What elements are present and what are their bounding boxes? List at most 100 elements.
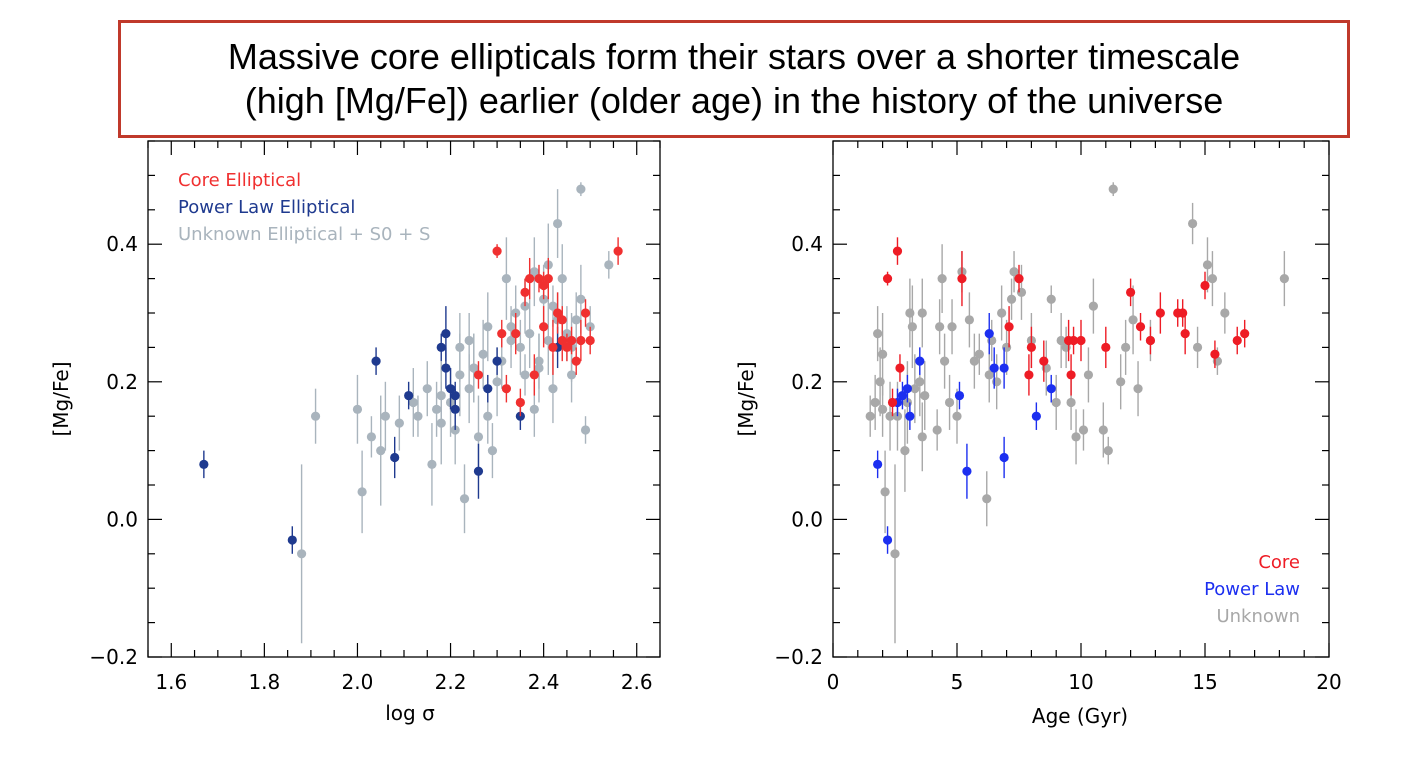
data-point xyxy=(585,335,595,346)
data-point xyxy=(408,397,418,408)
data-point xyxy=(878,404,888,414)
legend-entry: Power Law Elliptical xyxy=(178,197,355,218)
data-point xyxy=(1014,274,1024,284)
data-point xyxy=(529,267,539,277)
left-chart: 1.6 1.8 2.0 2.2 2.4 2.6 −0.2 0.0 0.2 0.4 log σ [Mg/… xyxy=(49,140,661,725)
x-tick-label: 2.2 xyxy=(435,670,467,694)
data-point xyxy=(947,322,957,332)
data-point xyxy=(962,466,972,476)
data-point xyxy=(543,335,553,346)
data-point xyxy=(1103,446,1113,456)
data-point xyxy=(515,397,525,408)
legend-entry: Power Law xyxy=(1204,579,1300,600)
legend-entry: Core xyxy=(1258,552,1300,573)
data-point xyxy=(902,384,913,394)
data-point xyxy=(506,335,516,346)
data-point xyxy=(984,329,994,339)
data-point xyxy=(543,274,553,284)
data-point xyxy=(954,390,965,401)
x-tick-label: 15 xyxy=(1192,670,1217,694)
data-point xyxy=(1031,411,1041,421)
x-tick-label: 2.6 xyxy=(621,670,653,694)
data-point xyxy=(957,274,967,284)
data-point xyxy=(1026,342,1036,352)
data-point xyxy=(455,342,465,352)
data-point xyxy=(394,418,404,428)
data-point xyxy=(553,218,563,229)
data-point xyxy=(892,246,903,256)
data-point xyxy=(865,411,875,421)
data-point xyxy=(1078,425,1089,435)
data-point xyxy=(483,322,493,332)
data-point xyxy=(525,274,535,284)
x-axis-title: Age (Gyr) xyxy=(1032,704,1128,728)
data-point xyxy=(441,329,451,339)
plot-frame xyxy=(147,140,661,658)
data-point xyxy=(1016,287,1027,297)
legend-entry: Unknown Elliptical + S0 + S xyxy=(178,224,430,245)
data-point xyxy=(1051,397,1061,408)
data-point xyxy=(613,246,623,256)
x-tick-label: 20 xyxy=(1316,670,1341,694)
data-point xyxy=(352,404,363,414)
data-point xyxy=(557,315,567,325)
data-point xyxy=(287,535,297,545)
data-point xyxy=(1039,356,1049,366)
y-tick-label: 0.0 xyxy=(106,507,138,531)
data-point xyxy=(1004,322,1014,332)
data-point xyxy=(464,335,474,346)
data-point xyxy=(436,418,446,428)
legend-entry: Unknown xyxy=(1216,606,1300,627)
data-point xyxy=(534,274,544,284)
data-point xyxy=(905,411,915,421)
data-point xyxy=(539,280,549,291)
series-unknown xyxy=(865,182,1289,644)
data-point xyxy=(1056,335,1066,346)
data-point xyxy=(515,342,525,352)
data-point xyxy=(1240,329,1250,339)
data-point xyxy=(534,356,544,366)
y-tick-label: 0.4 xyxy=(791,232,823,256)
data-point xyxy=(1071,432,1081,442)
data-point xyxy=(999,363,1009,373)
data-point xyxy=(380,411,390,421)
data-point xyxy=(580,425,591,435)
data-point xyxy=(882,535,893,545)
y-tick-label: 0.2 xyxy=(791,370,823,394)
data-point xyxy=(1108,184,1118,194)
data-point xyxy=(1133,384,1143,394)
data-point xyxy=(557,335,567,346)
data-point xyxy=(441,363,451,373)
data-point xyxy=(199,459,209,469)
data-point xyxy=(478,349,488,359)
data-point xyxy=(890,549,900,559)
series-power-law xyxy=(873,313,1056,554)
data-point xyxy=(497,329,507,339)
data-point xyxy=(520,370,530,380)
data-point xyxy=(974,349,984,359)
data-point xyxy=(492,246,502,256)
data-point xyxy=(450,404,460,414)
data-point xyxy=(571,356,581,366)
data-point xyxy=(371,356,381,366)
data-point xyxy=(576,184,586,194)
data-point xyxy=(952,411,962,421)
data-point xyxy=(982,494,992,504)
data-point xyxy=(1098,425,1108,435)
data-point xyxy=(553,308,563,318)
y-axis-title: [Mg/Fe] xyxy=(49,361,73,436)
data-point xyxy=(940,356,950,366)
data-point xyxy=(1116,377,1126,387)
data-point xyxy=(873,329,883,339)
data-point xyxy=(905,308,915,318)
data-point xyxy=(984,370,994,380)
data-point xyxy=(487,446,498,456)
data-point xyxy=(932,425,942,435)
data-point xyxy=(459,494,470,504)
data-point xyxy=(562,342,572,352)
x-axis-title: log σ xyxy=(385,701,435,725)
data-point xyxy=(469,363,479,373)
data-point xyxy=(492,356,502,366)
data-point xyxy=(1121,342,1131,352)
